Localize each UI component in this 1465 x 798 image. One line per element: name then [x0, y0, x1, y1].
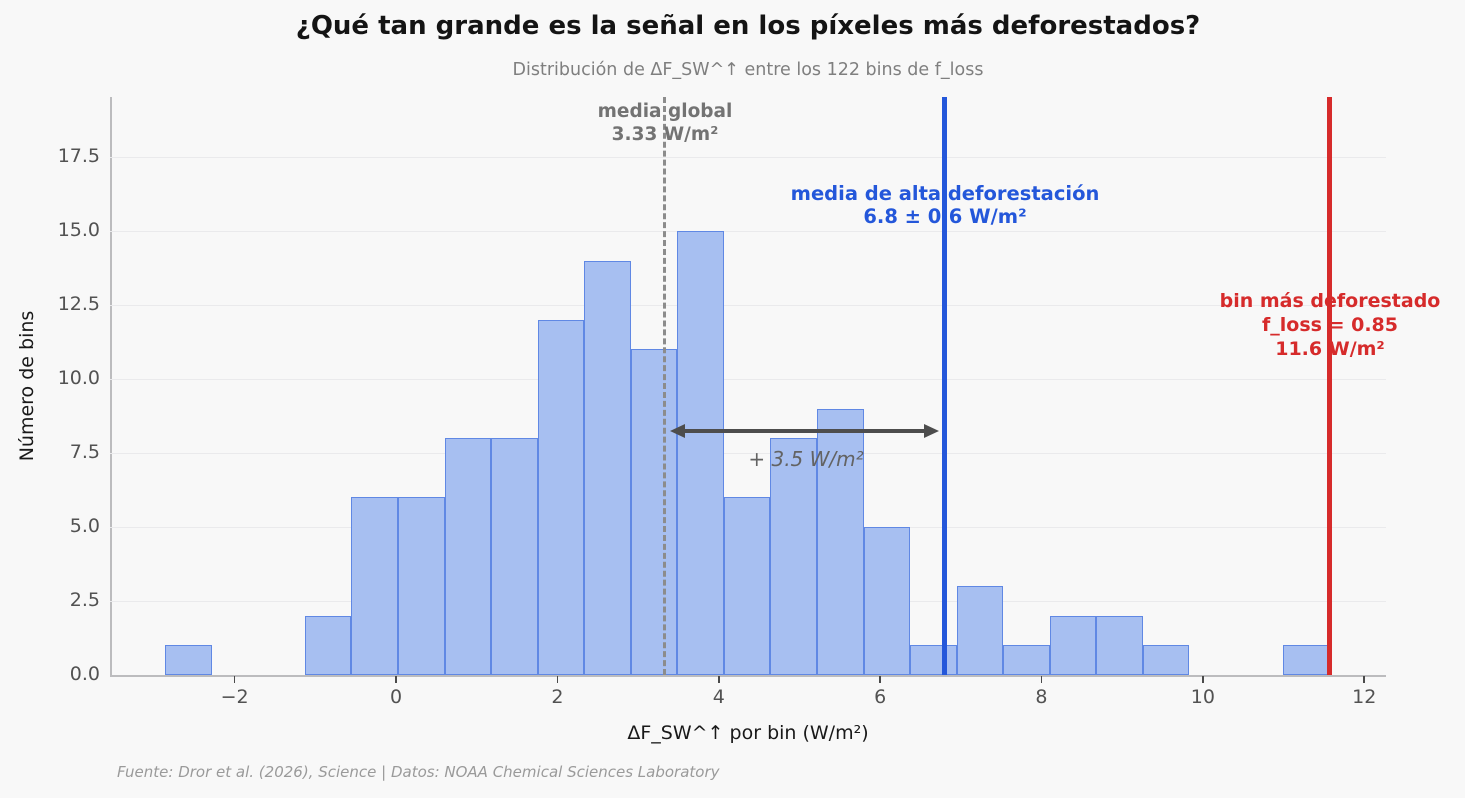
- plot-area: [110, 97, 1386, 683]
- annotation-most-deforested-line3: 11.6 W/m²: [1275, 338, 1385, 360]
- x-tick-label: 6: [874, 686, 887, 708]
- y-tick-label: 15.0: [57, 219, 100, 242]
- x-tick-label: −2: [220, 686, 249, 708]
- x-tick-label: 4: [712, 686, 725, 708]
- x-tick-mark: [395, 676, 397, 683]
- histogram-bar: [817, 408, 864, 675]
- histogram-bar: [398, 497, 445, 675]
- x-tick-label: 8: [1035, 686, 1048, 708]
- annotation-most-deforested-line1: bin más deforestado: [1219, 290, 1441, 312]
- histogram-bar: [444, 438, 492, 675]
- histogram-bar: [863, 527, 911, 675]
- annotation-high-deforestation-mean: media de alta deforestación 6.8 ± 0.6 W/…: [791, 182, 1100, 228]
- histogram-bar: [723, 497, 771, 675]
- gridline: [110, 453, 1386, 455]
- x-tick-mark: [1040, 676, 1043, 683]
- high-deforestation-mean-line: [942, 97, 948, 675]
- x-tick-mark: [556, 676, 559, 683]
- gridline: [110, 379, 1386, 381]
- annotation-most-deforested-bin: bin más deforestado f_loss = 0.85 11.6 W…: [1220, 289, 1441, 361]
- y-tick-label: 2.5: [69, 589, 100, 611]
- x-tick-mark: [233, 676, 236, 683]
- difference-arrow-label: + 3.5 W/m²: [748, 447, 864, 471]
- global-mean-line: [663, 97, 667, 675]
- histogram-bar: [1142, 645, 1190, 675]
- x-tick-label: 2: [551, 686, 564, 708]
- y-tick-label: 17.5: [57, 145, 100, 168]
- histogram-bar: [956, 586, 1004, 675]
- y-tick-label: 7.5: [69, 441, 100, 464]
- histogram-bar: [304, 615, 352, 675]
- histogram-bar: [1049, 615, 1097, 675]
- annotation-high-deforestation-line1: media de alta deforestación: [790, 182, 1100, 205]
- x-axis-label: ΔF_SW^↑ por bin (W/m²): [627, 722, 869, 744]
- histogram-bar: [537, 319, 585, 675]
- x-tick-mark: [1202, 676, 1204, 683]
- y-tick-label: 12.5: [57, 293, 100, 316]
- arrow-right-head: [924, 423, 940, 438]
- histogram-bar: [491, 438, 538, 675]
- x-tick-label: 12: [1352, 686, 1377, 708]
- chart-title: ¿Qué tan grande es la señal en los píxel…: [295, 11, 1201, 41]
- histogram-bar: [1003, 645, 1050, 675]
- y-tick-label: 5.0: [69, 515, 100, 538]
- annotation-global-mean-line1: media global: [597, 101, 733, 122]
- x-tick-mark: [718, 676, 720, 683]
- histogram-bar: [630, 349, 678, 675]
- arrow-left-head: [669, 423, 685, 438]
- histogram-bar: [165, 645, 212, 675]
- histogram-bar: [584, 260, 631, 675]
- annotation-global-mean: media global 3.33 W/m²: [598, 100, 733, 146]
- gridline: [110, 157, 1386, 159]
- gridline: [110, 305, 1386, 307]
- x-axis-spine: [110, 675, 1386, 677]
- annotation-most-deforested-line2: f_loss = 0.85: [1262, 314, 1398, 336]
- y-tick-label: 0.0: [69, 663, 100, 685]
- chart-subtitle: Distribución de ΔF_SW^↑ entre los 122 bi…: [512, 60, 984, 80]
- annotation-high-deforestation-line2: 6.8 ± 0.6 W/m²: [863, 205, 1027, 228]
- difference-arrow: [681, 429, 927, 433]
- y-axis-spine: [110, 97, 112, 675]
- y-tick-label: 10.0: [57, 367, 100, 390]
- gridline: [110, 231, 1386, 233]
- histogram-bar: [1282, 645, 1330, 675]
- most-deforested-bin-line: [1327, 97, 1333, 675]
- x-tick-mark: [879, 676, 881, 683]
- source-footer: Fuente: Dror et al. (2026), Science | Da…: [117, 763, 720, 781]
- x-tick-mark: [1363, 676, 1365, 683]
- histogram-bar: [770, 438, 818, 675]
- x-tick-label: 0: [389, 686, 403, 708]
- histogram-bar: [351, 497, 399, 675]
- annotation-global-mean-line2: 3.33 W/m²: [611, 124, 719, 145]
- x-tick-label: 10: [1190, 686, 1215, 708]
- histogram-bar: [910, 645, 957, 675]
- histogram-bar: [1096, 615, 1143, 675]
- histogram-bar: [677, 231, 724, 675]
